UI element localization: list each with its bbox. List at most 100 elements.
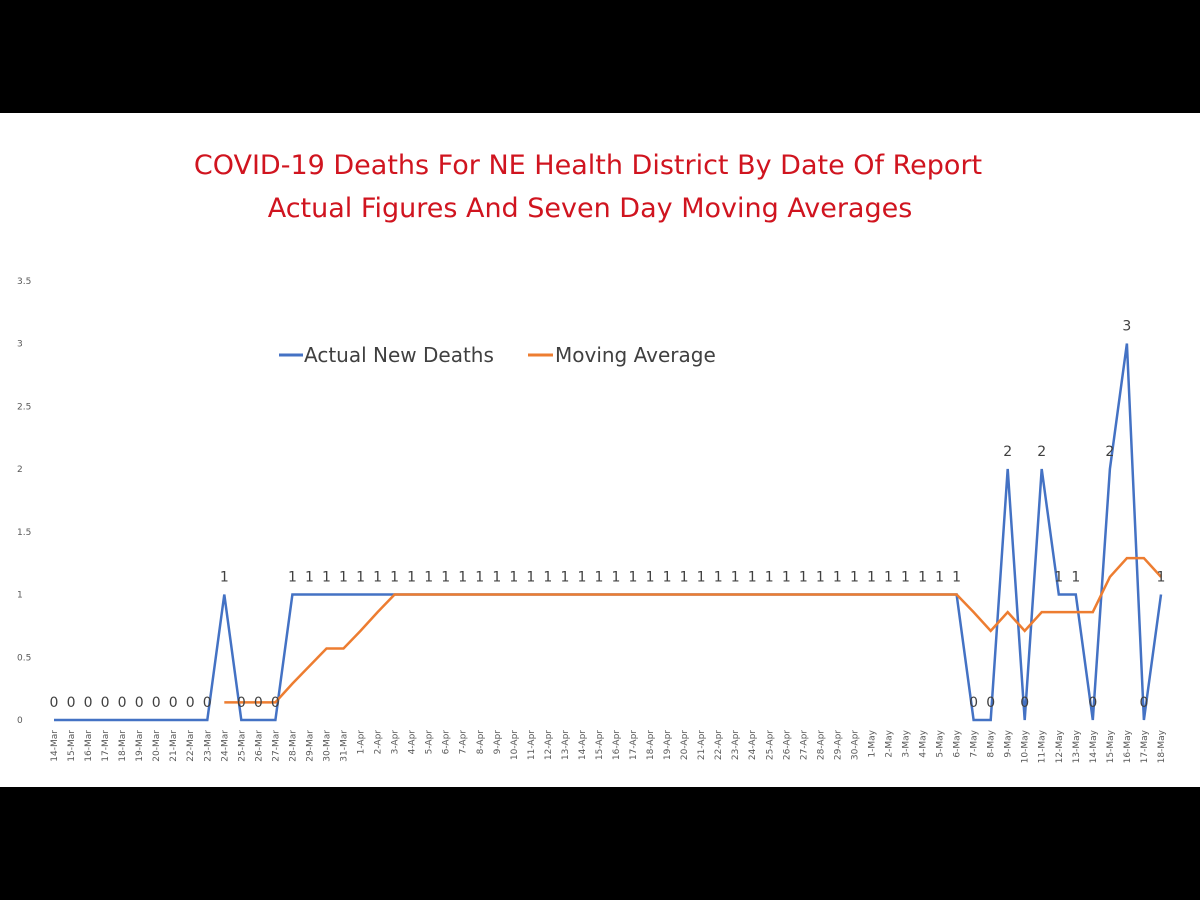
y-axis: 0 0.5 1 1.5 2 2.5 3 3.5 bbox=[17, 277, 31, 726]
x-tick-label: 22-Apr bbox=[714, 730, 724, 760]
x-tick-label: 20-Mar bbox=[152, 730, 162, 762]
x-tick-label: 19-Apr bbox=[663, 730, 673, 760]
x-tick-label: 2-Apr bbox=[374, 730, 384, 755]
x-tick-label: 25-Apr bbox=[765, 730, 775, 760]
x-tick-label: 8-Apr bbox=[476, 730, 486, 755]
x-tick-label: 27-Apr bbox=[799, 730, 809, 760]
x-tick-label: 7-May bbox=[970, 729, 980, 757]
data-label: 1 bbox=[577, 570, 586, 586]
data-label: 1 bbox=[850, 570, 859, 586]
x-tick-label: 16-Mar bbox=[84, 730, 94, 762]
data-label: 0 bbox=[1020, 695, 1029, 711]
x-tick-label: 6-Apr bbox=[442, 730, 452, 755]
x-tick-label: 28-Mar bbox=[288, 730, 298, 762]
x-tick-label: 22-Mar bbox=[186, 730, 196, 762]
data-label: 1 bbox=[1054, 570, 1063, 586]
data-label: 0 bbox=[169, 695, 178, 711]
x-tick-label: 14-Apr bbox=[578, 730, 588, 760]
data-label: 1 bbox=[475, 570, 484, 586]
legend: Actual New Deaths Moving Average bbox=[279, 343, 716, 367]
x-tick-label: 10-Apr bbox=[510, 730, 520, 760]
x-tick-label: 13-Apr bbox=[561, 730, 571, 760]
data-label: 0 bbox=[118, 695, 127, 711]
data-label: 1 bbox=[356, 570, 365, 586]
data-label: 1 bbox=[543, 570, 552, 586]
data-label: 1 bbox=[782, 570, 791, 586]
y-tick-label: 2.5 bbox=[17, 402, 31, 412]
x-tick-label: 14-Mar bbox=[50, 730, 60, 762]
data-label: 1 bbox=[458, 570, 467, 586]
data-label: 1 bbox=[884, 570, 893, 586]
y-tick-label: 0.5 bbox=[17, 653, 31, 663]
data-label: 1 bbox=[731, 570, 740, 586]
y-tick-label: 1 bbox=[17, 591, 23, 601]
data-label: 1 bbox=[748, 570, 757, 586]
data-label: 1 bbox=[407, 570, 416, 586]
data-label: 1 bbox=[305, 570, 314, 586]
x-tick-label: 7-Apr bbox=[459, 730, 469, 755]
data-label: 1 bbox=[816, 570, 825, 586]
x-tick-label: 16-Apr bbox=[612, 730, 622, 760]
chart-frame: COVID-19 Deaths For NE Health District B… bbox=[0, 113, 1200, 787]
data-labels: 0 0 0 0 0 0 0 0 0 010 0 01 1 1 1 1 1 1 1 1 1 1 1 1 1 1 1 1 1 1 1 1 1 1 1 1 1… bbox=[50, 319, 1166, 712]
chart: COVID-19 Deaths For NE Health District B… bbox=[17, 150, 1167, 763]
x-tick-label: 1-Apr bbox=[357, 730, 367, 755]
data-label: 1 bbox=[526, 570, 535, 586]
data-label: 2 bbox=[1105, 444, 1114, 460]
data-label: 1 bbox=[867, 570, 876, 586]
data-label: 1 bbox=[799, 570, 808, 586]
data-label: 1 bbox=[901, 570, 910, 586]
x-tick-label: 12-May bbox=[1055, 729, 1065, 763]
x-tick-label: 20-Apr bbox=[680, 730, 690, 760]
chart-title-line-1: COVID-19 Deaths For NE Health District B… bbox=[194, 150, 982, 181]
x-tick-label: 1-May bbox=[867, 729, 877, 757]
data-label: 0 bbox=[186, 695, 195, 711]
x-tick-label: 3-May bbox=[902, 729, 912, 757]
x-tick-label: 18-May bbox=[1157, 729, 1167, 763]
data-label: 1 bbox=[492, 570, 501, 586]
x-tick-label: 6-May bbox=[953, 729, 963, 757]
x-tick-label: 15-Apr bbox=[595, 730, 605, 760]
data-label: 1 bbox=[765, 570, 774, 586]
x-tick-label: 15-Mar bbox=[67, 730, 77, 762]
x-tick-label: 21-Mar bbox=[169, 730, 179, 762]
series-line-moving-average bbox=[224, 556, 1162, 704]
x-tick-label: 10-May bbox=[1021, 729, 1031, 763]
data-label: 0 bbox=[101, 695, 110, 711]
x-tick-label: 13-May bbox=[1072, 729, 1082, 763]
x-tick-label: 30-Mar bbox=[322, 730, 332, 762]
x-tick-label: 8-May bbox=[987, 729, 997, 757]
data-label: 2 bbox=[1037, 444, 1046, 460]
x-tick-label: 4-May bbox=[919, 729, 929, 757]
x-tick-label: 30-Apr bbox=[850, 730, 860, 760]
data-label: 1 bbox=[935, 570, 944, 586]
x-tick-label: 29-Mar bbox=[305, 730, 315, 762]
data-label: 1 bbox=[441, 570, 450, 586]
data-label: 1 bbox=[714, 570, 723, 586]
y-tick-label: 3 bbox=[17, 340, 23, 350]
data-label: 1 bbox=[833, 570, 842, 586]
data-label: 1 bbox=[697, 570, 706, 586]
x-tick-label: 11-Apr bbox=[527, 730, 537, 760]
data-label: 0 bbox=[237, 695, 246, 711]
data-label: 0 bbox=[254, 695, 263, 711]
x-tick-label: 31-Mar bbox=[340, 730, 350, 762]
data-label: 0 bbox=[84, 695, 93, 711]
data-label: 1 bbox=[288, 570, 297, 586]
data-label: 1 bbox=[424, 570, 433, 586]
x-tick-label: 3-Apr bbox=[391, 730, 401, 755]
data-label: 1 bbox=[612, 570, 621, 586]
data-label: 2 bbox=[1003, 444, 1012, 460]
data-label: 1 bbox=[594, 570, 603, 586]
data-label: 1 bbox=[1156, 570, 1165, 586]
legend-label-actual: Actual New Deaths bbox=[304, 343, 494, 367]
x-tick-label: 17-Mar bbox=[101, 730, 111, 762]
x-tick-label: 21-Apr bbox=[697, 730, 707, 760]
data-label: 0 bbox=[135, 695, 144, 711]
x-tick-label: 18-Mar bbox=[118, 730, 128, 762]
x-tick-label: 23-Apr bbox=[731, 730, 741, 760]
data-label: 0 bbox=[50, 695, 59, 711]
x-tick-label: 4-Apr bbox=[408, 730, 418, 755]
series-line-actual-new-deaths bbox=[54, 343, 1163, 722]
x-tick-label: 11-May bbox=[1038, 729, 1048, 763]
